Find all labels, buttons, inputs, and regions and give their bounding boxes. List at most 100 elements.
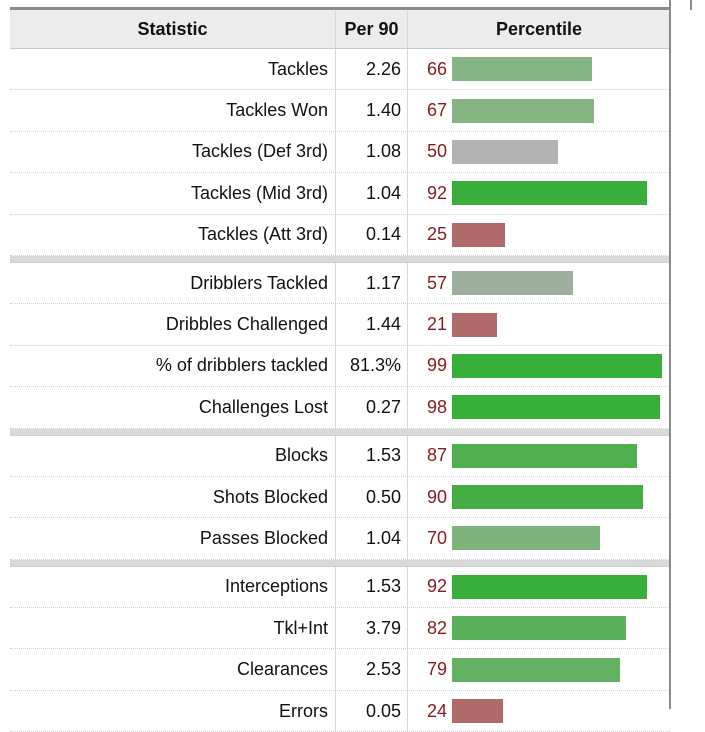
- percentile-value: 70: [426, 527, 447, 548]
- table-body: Tackles 2.26 66 Tackles Won 1.40 67 Tackles (D…: [10, 49, 670, 732]
- percentile-cell: 24: [407, 690, 670, 732]
- top-rule: [10, 7, 670, 10]
- percentile-bar-track: [452, 574, 670, 599]
- stat-label: Dribbles Challenged: [165, 314, 328, 335]
- percentile-cell: 70: [407, 518, 670, 559]
- percentile-bar: [452, 222, 506, 247]
- stat-label: Tackles: [267, 58, 328, 79]
- percentile-value: 21: [426, 314, 447, 335]
- percentile-cell: 21: [407, 304, 670, 345]
- header-percentile[interactable]: Percentile: [407, 10, 670, 48]
- table-row: Challenges Lost 0.27 98: [10, 387, 670, 429]
- percentile-bar-track: [452, 181, 670, 206]
- percentile-bar-track: [452, 699, 670, 724]
- percentile-value: 79: [426, 659, 447, 680]
- percentile-bar: [452, 616, 626, 641]
- group-separator: [10, 428, 670, 436]
- table-row: Tackles (Mid 3rd) 1.04 92: [10, 173, 670, 215]
- table-row: Tackles (Att 3rd) 0.14 25: [10, 214, 670, 256]
- percentile-bar: [452, 395, 660, 420]
- percentile-value: 90: [426, 486, 447, 507]
- table-row: Shots Blocked 0.50 90: [10, 476, 670, 519]
- stat-label: Dribblers Tackled: [190, 272, 328, 293]
- percentile-bar: [452, 181, 648, 206]
- percentile-cell: 57: [407, 262, 670, 304]
- percentile-bar: [452, 57, 592, 82]
- percentile-bar: [452, 271, 573, 296]
- table-row: Tackles (Def 3rd) 1.08 50: [10, 131, 670, 174]
- group-separator: [10, 559, 670, 567]
- stat-label: Tackles Won: [226, 100, 328, 121]
- stat-label: Shots Blocked: [212, 486, 328, 507]
- defensive-stats-table: Statistic Per 90 Percentile Tackles 2.26 6…: [10, 7, 670, 732]
- stat-label: Challenges Lost: [198, 396, 328, 417]
- table-header: Statistic Per 90 Percentile: [10, 10, 670, 49]
- percentile-value: 24: [426, 700, 447, 721]
- percentile-bar: [452, 139, 559, 164]
- header-statistic[interactable]: Statistic: [137, 18, 208, 39]
- per90-value: 0.50: [335, 476, 407, 518]
- percentile-bar-track: [452, 57, 670, 82]
- per90-value: 1.04: [335, 518, 407, 559]
- percentile-value: 82: [426, 617, 447, 638]
- percentile-cell: 79: [407, 649, 670, 690]
- percentile-bar: [452, 657, 620, 682]
- table-row: Dribbles Challenged 1.44 21: [10, 304, 670, 346]
- percentile-bar: [452, 98, 595, 123]
- table-row: Blocks 1.53 87: [10, 435, 670, 477]
- stat-label: Clearances: [236, 659, 328, 680]
- stat-label: Passes Blocked: [199, 527, 328, 548]
- percentile-value: 98: [426, 396, 447, 417]
- table-row: Passes Blocked 1.04 70: [10, 518, 670, 560]
- per90-value: 0.14: [335, 214, 407, 255]
- percentile-value: 92: [426, 182, 447, 203]
- table-row: Errors 0.05 24: [10, 690, 670, 732]
- percentile-value: 57: [426, 272, 447, 293]
- percentile-value: 66: [426, 58, 447, 79]
- right-rule-short: [690, 0, 692, 10]
- header-per90[interactable]: Per 90: [335, 10, 407, 48]
- percentile-bar: [452, 574, 648, 599]
- percentile-bar-track: [452, 395, 670, 420]
- per90-value: 1.53: [335, 435, 407, 476]
- table-row: Tkl+Int 3.79 82: [10, 608, 670, 650]
- percentile-bar-track: [452, 443, 670, 468]
- per90-value: 0.05: [335, 690, 407, 732]
- table-row: Dribblers Tackled 1.17 57: [10, 262, 670, 305]
- stat-label: Interceptions: [224, 576, 328, 597]
- per90-value: 2.53: [335, 649, 407, 690]
- percentile-cell: 99: [407, 345, 670, 387]
- percentile-value: 67: [426, 100, 447, 121]
- table-row: Interceptions 1.53 92: [10, 566, 670, 609]
- per90-value: 1.40: [335, 90, 407, 131]
- percentile-cell: 25: [407, 214, 670, 255]
- per90-value: 1.04: [335, 173, 407, 214]
- stat-label: Blocks: [274, 445, 328, 466]
- per90-value: 3.79: [335, 608, 407, 649]
- percentile-cell: 82: [407, 608, 670, 649]
- stat-label: Tackles (Mid 3rd): [190, 182, 328, 203]
- percentile-bar-track: [452, 485, 670, 510]
- percentile-value: 50: [426, 141, 447, 162]
- stat-label: % of dribblers tackled: [155, 355, 328, 376]
- percentile-bar-track: [452, 312, 670, 337]
- per90-value: 0.27: [335, 387, 407, 428]
- percentile-cell: 92: [407, 566, 670, 608]
- table-row: % of dribblers tackled 81.3% 99: [10, 345, 670, 388]
- per90-value: 81.3%: [335, 345, 407, 387]
- percentile-value: 87: [426, 445, 447, 466]
- percentile-value: 25: [426, 224, 447, 245]
- per90-value: 1.08: [335, 131, 407, 173]
- percentile-bar: [452, 485, 643, 510]
- right-rule: [669, 0, 671, 709]
- per90-value: 2.26: [335, 49, 407, 90]
- percentile-bar-track: [452, 526, 670, 551]
- percentile-cell: 67: [407, 90, 670, 131]
- table-row: Tackles 2.26 66: [10, 49, 670, 91]
- table-row: Tackles Won 1.40 67: [10, 90, 670, 132]
- percentile-bar-track: [452, 222, 670, 247]
- percentile-bar: [452, 699, 503, 724]
- per90-value: 1.17: [335, 262, 407, 304]
- stat-label: Tackles (Att 3rd): [197, 224, 328, 245]
- percentile-bar-track: [452, 271, 670, 296]
